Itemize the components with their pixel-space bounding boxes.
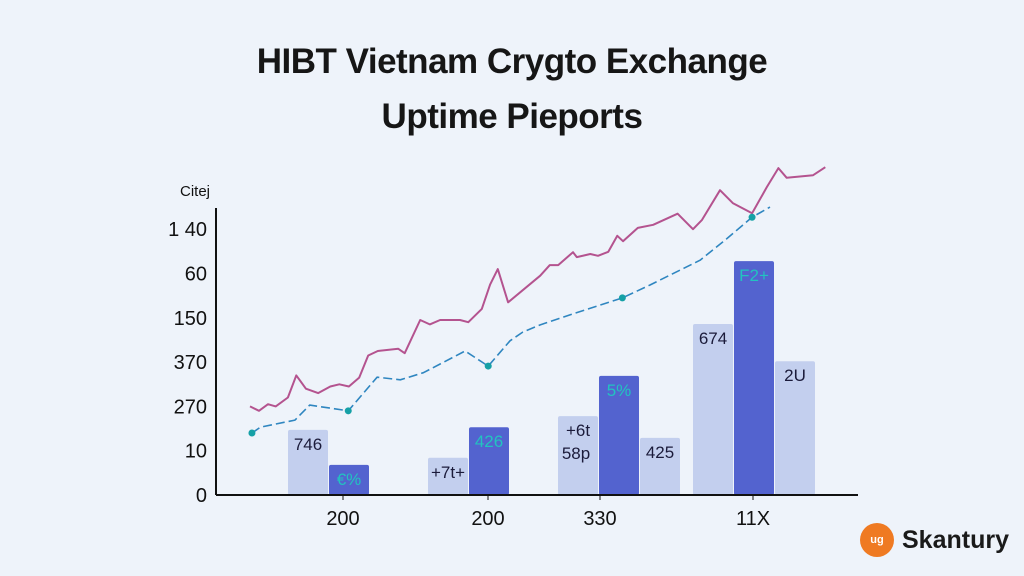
x-tick-label: 11X [736, 508, 770, 530]
y-tick-label: 1 40 [168, 219, 207, 241]
x-tick-label: 200 [471, 508, 504, 530]
bar-label: 5% [607, 381, 632, 400]
logo-icon: ug [860, 523, 894, 557]
series-line-pink [249, 166, 826, 412]
y-tick-label: 10 [185, 441, 207, 463]
bar-label: €% [337, 470, 362, 489]
brand-logo: ug Skantury [860, 523, 1009, 557]
series-marker [248, 429, 256, 437]
y-tick-label: 370 [174, 352, 207, 374]
series-marker [344, 407, 352, 415]
bar [288, 429, 328, 495]
y-tick-label: 150 [174, 308, 207, 330]
bar-label: 58p [562, 444, 590, 463]
bar-label: +7t+ [431, 463, 465, 482]
bar-label: F2+ [739, 266, 769, 285]
y-tick-label: 60 [185, 264, 207, 286]
y-tick-label: 270 [174, 396, 207, 418]
bar [558, 416, 598, 495]
bar [599, 375, 639, 495]
y-tick-label: 0 [196, 485, 207, 507]
bar-label: +6t [566, 421, 590, 440]
series-marker [484, 362, 492, 370]
x-tick-label: 330 [583, 508, 616, 530]
y-axis-label: Citej [180, 183, 210, 200]
chart-title-line-1: HIBT Vietnam Crygto Exchange [256, 42, 768, 81]
bar [775, 361, 815, 495]
bar-label: 426 [475, 432, 503, 451]
bar-label: 674 [699, 329, 727, 348]
bar [329, 464, 369, 495]
chart-title-line-2: Uptime Pieports [381, 97, 643, 136]
bar-label: 425 [646, 443, 674, 462]
bar [693, 324, 733, 495]
series-marker [618, 294, 626, 302]
bar-label: 746 [294, 435, 322, 454]
bar [734, 261, 774, 495]
bar [640, 437, 680, 495]
logo-name: Skantury [902, 525, 1009, 554]
bar [469, 427, 509, 495]
series-line-blue [251, 206, 771, 434]
bar [428, 457, 468, 495]
series-marker [748, 213, 756, 221]
x-tick-label: 200 [326, 508, 359, 530]
bar-label: 2U [784, 366, 806, 385]
